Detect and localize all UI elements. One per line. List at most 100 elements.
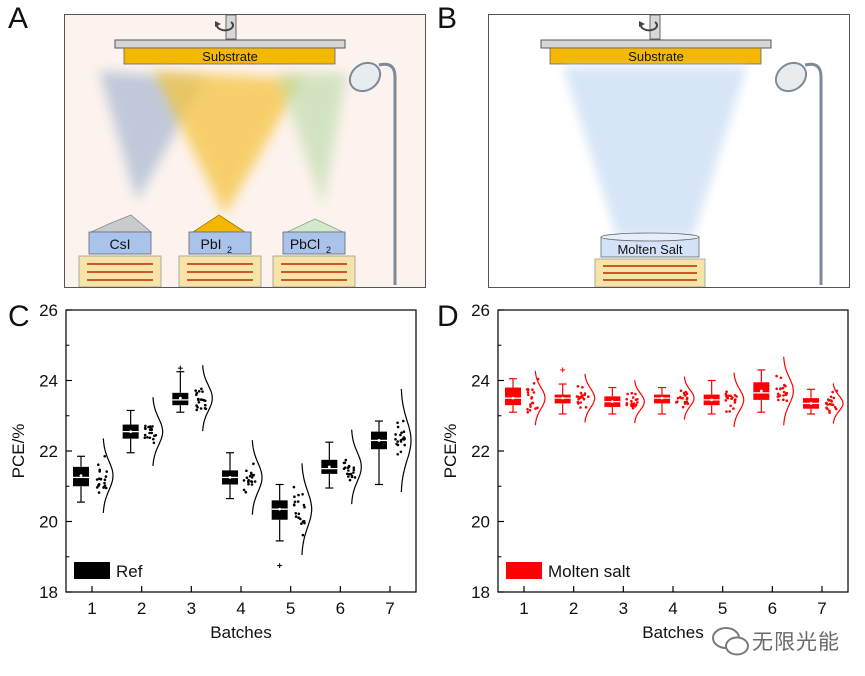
data-point — [347, 469, 350, 472]
data-point — [302, 503, 306, 507]
box-batch-7 — [371, 388, 412, 493]
data-point — [201, 390, 204, 393]
data-point — [531, 388, 534, 391]
mean-marker — [610, 400, 614, 404]
data-point — [683, 393, 686, 397]
data-point — [681, 396, 684, 400]
data-point — [196, 406, 199, 409]
data-point — [827, 399, 831, 402]
data-point — [251, 473, 255, 477]
data-point — [152, 441, 156, 445]
data-point — [577, 402, 580, 405]
wechat-logo-icon — [712, 627, 749, 656]
data-point — [679, 396, 682, 400]
x-tick-label: 5 — [286, 599, 295, 618]
data-point — [587, 395, 590, 398]
data-point — [197, 390, 201, 393]
data-point — [104, 486, 108, 490]
data-point — [735, 395, 738, 398]
data-point — [242, 488, 246, 492]
data-point — [104, 475, 108, 478]
data-point — [526, 391, 530, 394]
box-body — [505, 387, 521, 406]
mean-marker — [511, 396, 515, 400]
data-point — [149, 425, 152, 429]
data-point — [103, 455, 106, 458]
data-point — [153, 434, 156, 438]
data-point — [777, 398, 780, 402]
data-point — [144, 424, 147, 428]
data-point — [725, 410, 728, 413]
data-point — [784, 384, 787, 388]
data-point — [400, 431, 403, 435]
data-point — [143, 426, 147, 430]
data-point — [347, 464, 351, 468]
data-point — [582, 397, 586, 401]
data-point — [731, 396, 734, 399]
distribution-curve — [733, 372, 745, 428]
data-point — [728, 410, 731, 413]
plot-frame — [65, 309, 417, 593]
data-point — [634, 398, 638, 401]
data-point — [195, 408, 198, 412]
rotation-arrowhead-icon — [215, 21, 221, 27]
data-point — [776, 392, 780, 396]
source-csi: CsI — [78, 214, 162, 287]
data-point — [630, 403, 633, 407]
box-batch-1 — [505, 370, 546, 426]
data-point — [342, 461, 346, 465]
source-pbcl2: PbCl 2 — [272, 218, 356, 287]
panel-label-c: C — [8, 300, 30, 333]
data-point — [781, 386, 785, 390]
source-pbcl2-label: PbCl — [290, 236, 320, 252]
x-tick-label: 7 — [817, 599, 826, 618]
data-point — [634, 392, 637, 396]
data-point — [148, 431, 151, 435]
source-csi-label: CsI — [110, 236, 131, 252]
x-tick-label: 2 — [569, 599, 578, 618]
data-point — [830, 400, 834, 403]
data-point — [342, 467, 346, 470]
data-point — [394, 438, 397, 441]
mean-marker — [129, 430, 133, 434]
outlier-marker — [277, 563, 283, 569]
box-batch-2 — [554, 373, 596, 423]
data-point — [250, 476, 254, 479]
data-point — [143, 436, 147, 440]
y-tick-label: 22 — [39, 442, 58, 461]
y-tick-label: 24 — [471, 372, 490, 391]
x-tick-label: 7 — [385, 599, 394, 618]
distribution-curve — [351, 429, 362, 505]
data-point — [581, 396, 584, 399]
legend-label: Ref — [116, 562, 143, 581]
data-point — [103, 478, 107, 481]
data-point — [684, 390, 688, 394]
data-point — [779, 387, 782, 391]
watermark-text: 无限光能 — [752, 630, 840, 654]
data-point — [579, 391, 583, 395]
data-point — [579, 406, 582, 409]
data-point — [785, 399, 788, 402]
source-pbi2: PbI 2 — [178, 214, 262, 287]
plume-pbcl2 — [277, 73, 347, 205]
data-point — [534, 407, 537, 410]
data-point — [782, 390, 786, 394]
data-point — [95, 486, 99, 489]
source-molten-salt: Molten Salt — [594, 232, 706, 287]
data-point — [150, 427, 153, 431]
data-point — [775, 374, 778, 378]
data-point — [726, 396, 730, 400]
data-point — [143, 433, 147, 437]
substrate-label: Substrate — [202, 49, 258, 64]
data-point — [576, 395, 580, 398]
data-point — [297, 512, 301, 516]
mean-marker — [228, 476, 232, 479]
data-point — [247, 482, 250, 486]
y-tick-label: 22 — [471, 442, 490, 461]
substrate-label-b: Substrate — [628, 49, 684, 64]
data-point — [727, 394, 730, 398]
data-point — [630, 399, 633, 403]
data-point — [829, 395, 833, 399]
data-point — [293, 495, 296, 498]
legend-swatch — [506, 562, 542, 579]
